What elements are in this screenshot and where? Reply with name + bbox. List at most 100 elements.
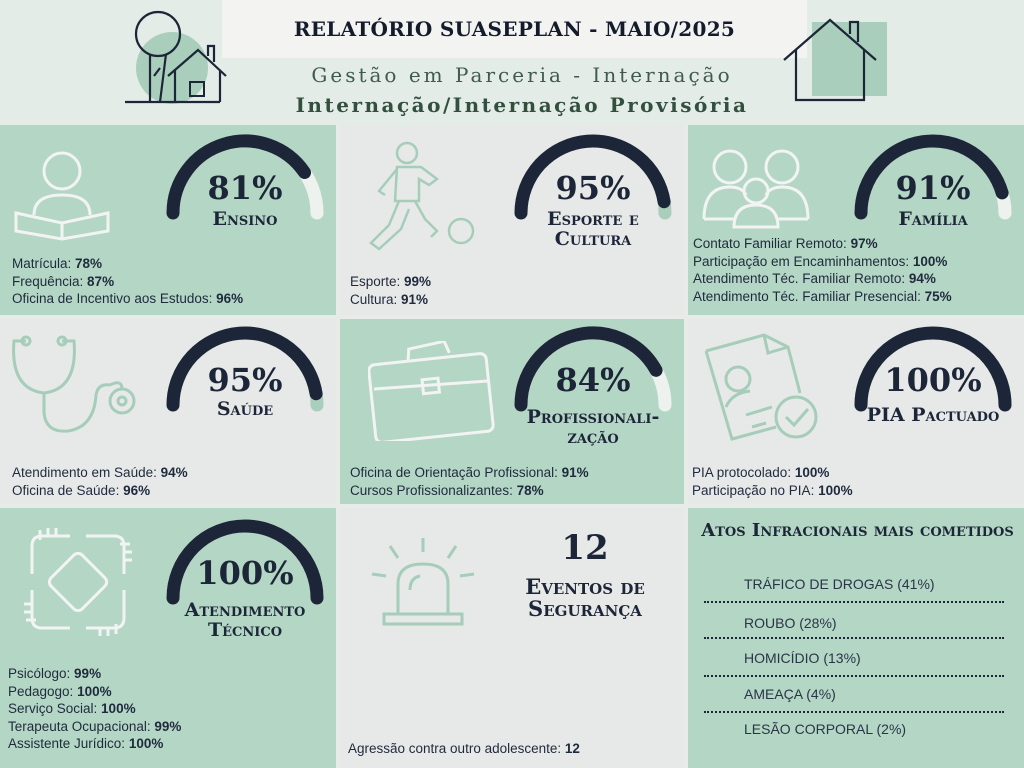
metric-value: 78%: [516, 482, 544, 498]
percent-atendimento-tecnico: 100%: [196, 554, 294, 592]
gauge-fill: [514, 134, 671, 220]
label-esporte-cultura: Esporte e Cultura: [547, 208, 639, 250]
metric-row: Cursos Profissionalizantes: 78%: [350, 482, 589, 500]
metric-value: 75%: [924, 288, 952, 304]
metric-row: Cultura: 91%: [350, 291, 431, 309]
tile-atendimento-tecnico: 100% Atendimento Técnico Psicólogo: 99% P…: [0, 508, 336, 768]
tile-atos-infracionais: Atos Infracionais mais cometidos TRÁFICO…: [688, 508, 1024, 768]
metric-name: Esporte:: [350, 274, 405, 289]
gauge-profissionalizacao: [514, 326, 672, 412]
items-atendimento-tecnico: Psicólogo: 99% Pedagogo: 100% Serviço Soci…: [8, 665, 181, 753]
metric-name: Atendimento Téc. Familiar Remoto:: [693, 271, 909, 286]
metric-value: 78%: [75, 256, 103, 271]
gauge-ensino: [166, 134, 324, 220]
metric-row: Matrícula: 78%: [12, 255, 243, 273]
metric-name: Oficina de Saúde:: [12, 482, 124, 498]
gauge-fill: [854, 134, 1009, 220]
metric-name: Assistente Jurídico:: [8, 736, 129, 751]
tile-ensino: 81% Ensino Matrícula: 78% Frequência: 87%…: [0, 125, 336, 315]
dotted-divider: [704, 675, 1004, 677]
metric-name: Psicólogo:: [8, 666, 75, 681]
tile-pia: 100% PIA Pactuado PIA protocolado: 100% P…: [688, 319, 1024, 504]
metric-name: Atendimento Téc. Familiar Presencial:: [693, 288, 925, 304]
stethoscope-icon: [12, 335, 136, 433]
metric-value: 100%: [818, 482, 853, 498]
metric-row: Frequência: 87%: [12, 273, 243, 291]
metric-value: 99%: [154, 718, 182, 734]
metric-row: Atendimento Téc. Familiar Presencial: 75…: [693, 288, 952, 306]
metric-row: Oficina de Saúde: 96%: [12, 482, 188, 500]
metric-value: 91%: [561, 465, 589, 480]
dotted-divider: [704, 637, 1004, 639]
tile-esporte-cultura: 95% Esporte e Cultura Esporte: 99% Cultur…: [340, 125, 684, 315]
reading-person-icon: [14, 151, 110, 241]
report-title: RELATÓRIO SUASEPLAN - MAIO/2025: [293, 17, 736, 41]
metric-row: Terapeuta Ocupacional: 99%: [8, 718, 181, 736]
metric-name: Matrícula:: [12, 256, 76, 271]
label-saude: Saúde: [216, 398, 274, 420]
report-header: RELATÓRIO SUASEPLAN - MAIO/2025 Gestão e…: [0, 0, 1024, 125]
tile-profissionalizacao: 84% Profissionali-zação Oficina de Orien…: [340, 319, 684, 504]
metric-name: Frequência:: [12, 273, 88, 289]
tree-house-icon: [125, 10, 227, 104]
security-item-name: Agressão contra outro adolescente:: [348, 741, 562, 756]
ato-item: ROUBO (28%): [744, 615, 837, 631]
ato-item: TRÁFICO DE DROGAS (41%): [744, 576, 935, 592]
percent-ensino: 81%: [207, 169, 283, 207]
items-saude: Atendimento em Saúde: 94% Oficina de Saúd…: [12, 464, 188, 499]
gauge-fill: [854, 326, 1012, 412]
metric-row: Pedagogo: 100%: [8, 683, 181, 701]
gauge-fill: [166, 519, 324, 605]
title-box: RELATÓRIO SUASEPLAN - MAIO/2025: [222, 0, 807, 58]
percent-esporte-cultura: 95%: [555, 169, 631, 207]
label-familia: Família: [898, 208, 968, 230]
gauge-fill: [166, 326, 323, 412]
ato-item: AMEAÇA (4%): [744, 686, 836, 702]
metric-row: PIA protocolado: 100%: [692, 464, 853, 482]
metric-name: Cultura:: [350, 291, 402, 307]
security-item: Agressão contra outro adolescente: 12: [348, 740, 580, 758]
items-esporte-cultura: Esporte: 99% Cultura: 91%: [350, 273, 431, 308]
ato-item: HOMICÍDIO (13%): [744, 650, 861, 666]
metric-value: 99%: [404, 274, 432, 289]
metric-name: Atendimento em Saúde:: [12, 465, 161, 480]
gauge-esporte-cultura: [514, 134, 672, 220]
gauge-pia: [854, 326, 1012, 412]
items-familia: Contato Familiar Remoto: 97% Participação…: [693, 235, 952, 305]
metric-row: Oficina de Orientação Profissional: 91%: [350, 464, 589, 482]
gauge-saude: [166, 326, 324, 412]
metric-row: Serviço Social: 100%: [8, 700, 181, 718]
subtitle-internment: Internação/Internação Provisória: [295, 93, 749, 117]
metric-name: Oficina de Incentivo aos Estudos:: [12, 291, 217, 306]
metric-name: Cursos Profissionalizantes:: [350, 482, 517, 498]
label-ensino: Ensino: [212, 208, 278, 230]
label-pia: PIA Pactuado: [866, 404, 1000, 426]
metric-name: Terapeuta Ocupacional:: [8, 718, 155, 734]
gauge-fill: [514, 326, 663, 412]
percent-familia: 91%: [895, 169, 971, 207]
metric-row: Esporte: 99%: [350, 273, 431, 291]
tile-saude: 95% Saúde Atendimento em Saúde: 94% Ofici…: [0, 319, 336, 504]
items-pia: PIA protocolado: 100% Participação no PIA…: [692, 464, 853, 499]
family-icon: [702, 149, 810, 229]
gauge-fill: [166, 134, 312, 220]
subtitle-management: Gestão em Parceria - Internação: [311, 63, 733, 87]
metric-value: 100%: [794, 465, 830, 480]
security-item-value: 12: [564, 741, 580, 756]
security-count: 12: [561, 528, 609, 568]
metric-name: Participação em Encaminhamentos:: [693, 253, 913, 269]
metric-name: Oficina de Orientação Profissional:: [350, 465, 562, 480]
metric-name: Contato Familiar Remoto:: [693, 236, 851, 251]
percent-profissionalizacao: 84%: [555, 361, 631, 399]
metric-row: Assistente Jurídico: 100%: [8, 735, 181, 753]
metric-row: Participação em Encaminhamentos: 100%: [693, 253, 952, 271]
metric-name: Serviço Social:: [8, 701, 102, 716]
metric-row: Participação no PIA: 100%: [692, 482, 853, 500]
linked-hands-icon: [24, 528, 132, 636]
metric-value: 96%: [123, 482, 151, 498]
metric-row: Atendimento em Saúde: 94%: [12, 464, 188, 482]
dotted-divider: [704, 711, 1004, 713]
house-outline-icon: [783, 18, 887, 102]
metric-name: PIA protocolado:: [692, 465, 795, 480]
tile-familia: 91% Família Contato Familiar Remoto: 97%…: [688, 125, 1024, 315]
